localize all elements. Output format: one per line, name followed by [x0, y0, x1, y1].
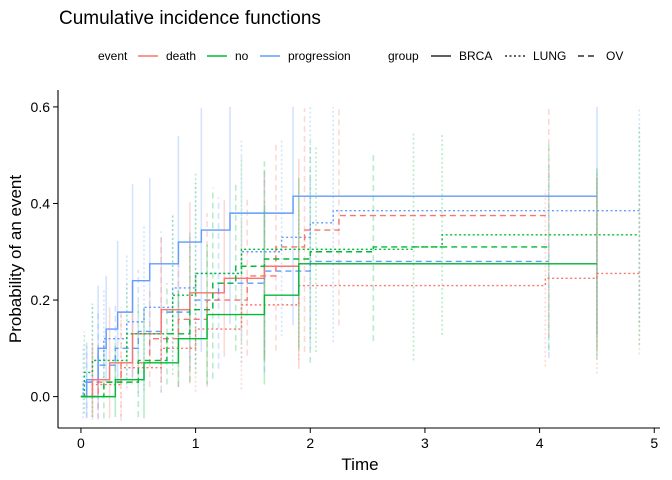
y-tick-label: 0.0 [31, 389, 51, 405]
y-tick-label: 0.2 [31, 292, 51, 308]
legend-label-LUNG: LUNG [533, 49, 566, 63]
chart-title: Cumulative incidence functions [59, 8, 321, 29]
x-tick-label: 5 [650, 435, 658, 451]
x-tick-label: 2 [306, 435, 314, 451]
axes: 0 1 2 3 4 5 0.0 0.2 0.4 0.6 Time Probability of … [6, 90, 660, 474]
legend-linetype-title: group [388, 49, 419, 63]
x-tick-label: 3 [421, 435, 429, 451]
series-line-death-BRCA [80, 263, 597, 398]
x-tick-label: 0 [77, 435, 85, 451]
legend-label-death: death [166, 49, 196, 63]
series-line-death-LUNG [80, 272, 640, 398]
series-line-no-LUNG [80, 234, 640, 398]
series-line-no-OV [80, 246, 549, 398]
legend-label-progression: progression [288, 49, 351, 63]
y-axis-label: Probability of an event [6, 175, 25, 343]
legend-label-BRCA: BRCA [459, 49, 492, 63]
x-tick-label: 4 [536, 435, 544, 451]
plot-area [80, 106, 641, 421]
legend: event group death no progression BRCA LUNG OV [98, 49, 623, 63]
series-line-progression-LUNG [80, 210, 640, 398]
legend-color-title: event [98, 49, 128, 63]
y-tick-label: 0.4 [31, 195, 51, 211]
series-lines [80, 195, 640, 398]
series-line-progression-OV [80, 260, 549, 398]
legend-label-no: no [235, 49, 249, 63]
x-ticks: 0 1 2 3 4 5 [77, 428, 658, 451]
series-line-death-OV [80, 214, 549, 398]
series-line-progression-BRCA [80, 195, 597, 398]
series-line-no-BRCA [80, 263, 597, 398]
x-axis-label: Time [341, 455, 378, 474]
y-tick-label: 0.6 [31, 99, 51, 115]
y-ticks: 0.0 0.2 0.4 0.6 [31, 99, 58, 405]
legend-label-OV: OV [606, 49, 623, 63]
x-tick-label: 1 [192, 435, 200, 451]
